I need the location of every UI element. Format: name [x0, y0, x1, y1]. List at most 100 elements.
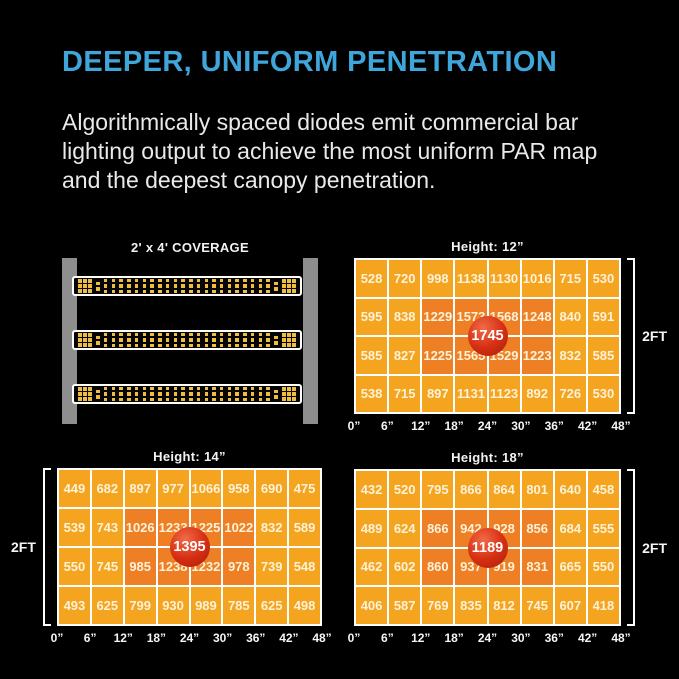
par-value-cell: 827	[389, 337, 421, 374]
x-axis-tick: 48”	[611, 419, 631, 433]
diode-dot	[258, 386, 263, 391]
diode-dot	[78, 338, 82, 342]
diode-column	[103, 278, 108, 294]
par-value-cell: 977	[157, 470, 189, 507]
x-axis-tick: 48”	[312, 631, 332, 645]
par-value-cell: 587	[389, 587, 421, 624]
hanging-rail-right	[303, 258, 318, 424]
diode-cluster	[281, 279, 296, 293]
diode-column	[134, 386, 139, 402]
diode-dot	[78, 397, 82, 401]
diode-column	[165, 278, 170, 294]
diode-dot	[83, 343, 87, 347]
diode-column	[119, 332, 123, 348]
par-value-cell: 625	[91, 587, 123, 624]
diode-dot	[78, 343, 82, 347]
par-value-cell: 530	[587, 375, 619, 412]
diode-dot	[127, 397, 131, 402]
diode-dot	[119, 284, 123, 288]
diode-dot	[111, 392, 116, 396]
diode-dot	[165, 332, 170, 337]
diode-dot	[266, 392, 270, 396]
x-axis-tick: 12”	[411, 419, 431, 433]
diode-dot	[274, 335, 278, 339]
diode-dot	[127, 386, 131, 391]
diode-dot	[88, 397, 92, 401]
par-value-cell: 528	[356, 260, 388, 297]
dimension-bracket	[627, 469, 635, 626]
diode-dot	[134, 386, 139, 391]
diode-dot	[88, 338, 92, 342]
par-value-cell: 449	[59, 470, 90, 507]
diode-dot	[127, 278, 131, 283]
diode-column	[258, 278, 263, 294]
diode-dot	[96, 395, 100, 399]
diode-dot	[173, 289, 178, 294]
diode-dot	[196, 343, 201, 348]
x-axis-tick: 36”	[544, 419, 564, 433]
x-axis: 0” 6” 12” 18” 24” 30” 36” 42” 48”	[348, 631, 631, 647]
diode-column	[127, 278, 131, 294]
diode-dot	[142, 278, 147, 283]
diode-column	[235, 332, 239, 348]
diode-column	[235, 278, 239, 294]
diode-column	[219, 278, 224, 294]
diode-dot	[258, 332, 263, 337]
diode-column	[250, 386, 255, 402]
diode-dot	[204, 338, 209, 342]
diode-dot	[173, 332, 178, 337]
diode-dot	[286, 397, 291, 401]
diode-dot	[78, 333, 82, 337]
diode-dot	[127, 338, 131, 342]
diode-dot	[196, 338, 201, 342]
diode-column	[212, 332, 216, 348]
par-map-title: Height: 18”	[451, 450, 524, 465]
par-value-cell: 985	[124, 548, 156, 585]
diode-dot	[181, 343, 185, 348]
diode-dot	[286, 284, 291, 288]
x-axis-tick: 24”	[477, 419, 498, 433]
x-axis-tick: 36”	[544, 631, 564, 645]
description-line: Algorithmically spaced diodes emit comme…	[62, 109, 579, 135]
diode-cluster	[78, 387, 92, 401]
diode-column	[111, 386, 116, 402]
par-value-cell: 432	[356, 471, 388, 508]
diode-dot	[103, 278, 108, 283]
diode-dot	[111, 278, 116, 283]
page-title: DEEPER, UNIFORM PENETRATION	[62, 46, 558, 78]
diode-dot	[243, 338, 247, 342]
diode-dot	[266, 397, 270, 402]
description-line: and the deepest canopy penetration.	[62, 167, 436, 193]
diode-dot	[250, 284, 255, 288]
x-axis-tick: 30”	[212, 631, 233, 645]
diode-dot	[274, 395, 278, 399]
diode-column	[189, 278, 193, 294]
diode-dot	[266, 332, 270, 337]
diode-dot	[258, 284, 263, 288]
par-value-cell: 462	[356, 548, 388, 586]
par-value-cell: 690	[256, 470, 288, 507]
diode-dot	[83, 397, 87, 401]
diode-cluster	[78, 333, 92, 347]
diode-dot	[204, 386, 209, 391]
diode-dot	[150, 386, 154, 391]
diode-column	[227, 278, 232, 294]
diode-dot	[150, 278, 154, 283]
par-value-cell: 682	[91, 470, 123, 507]
diode-dot	[83, 284, 87, 288]
x-axis: 0” 6” 12” 18” 24” 30” 36” 42” 48”	[51, 631, 332, 647]
diode-dot	[274, 389, 278, 393]
par-value-cell: 892	[521, 375, 553, 412]
par-value-cell: 539	[59, 509, 90, 546]
diode-dot	[281, 387, 286, 391]
diode-dot	[111, 397, 116, 402]
diode-dot	[88, 284, 92, 288]
diode-column	[204, 332, 209, 348]
x-axis-tick: 42”	[577, 419, 598, 433]
par-value-cell: 799	[124, 587, 156, 624]
diode-dot	[181, 278, 185, 283]
diode-dot	[266, 289, 270, 294]
par-value-cell: 1248	[521, 298, 553, 335]
diode-dot	[219, 278, 224, 283]
par-value-cell: 866	[455, 471, 487, 508]
